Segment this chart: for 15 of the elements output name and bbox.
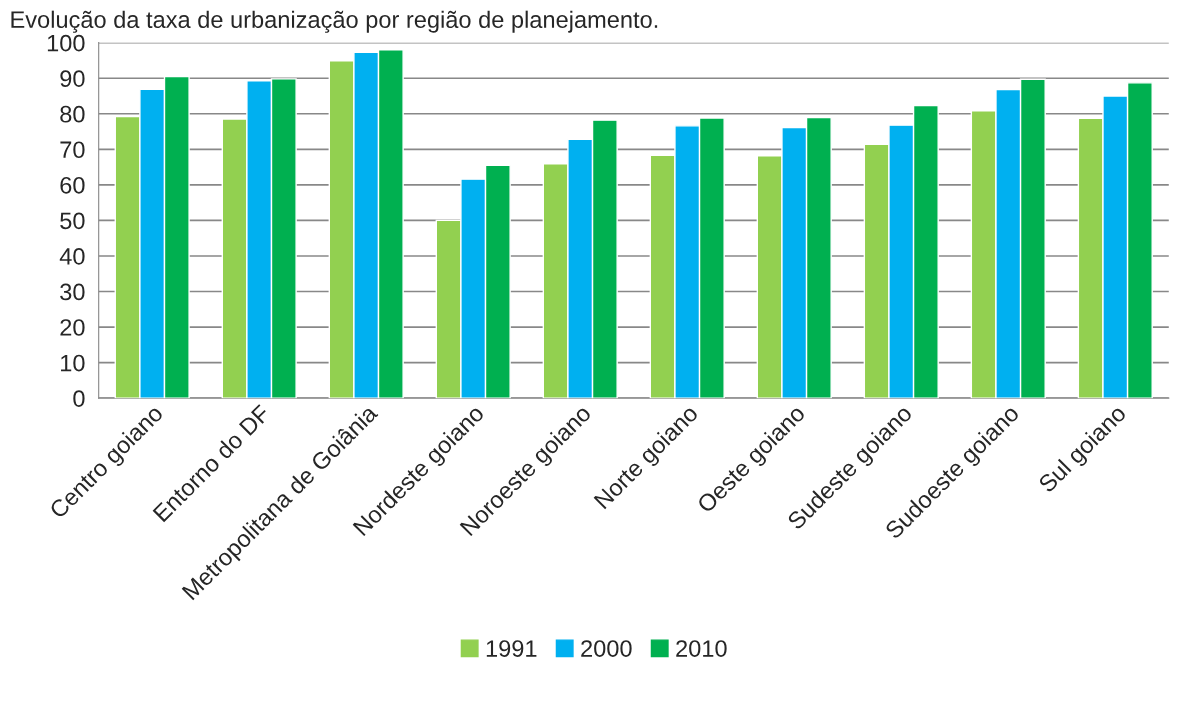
y-tick-label: 40 <box>59 248 85 265</box>
y-tick-label: 50 <box>60 212 85 230</box>
y-tick-label: 20 <box>60 319 85 336</box>
y-tick-label: 80 <box>60 105 85 123</box>
y-tick-label: 0 <box>73 390 85 407</box>
y-tick-label: 30 <box>60 283 85 301</box>
y-tick-label: 60 <box>60 176 85 194</box>
legend-label: 2000 <box>581 640 632 657</box>
legend-label: 1991 <box>486 640 537 657</box>
y-tick-label: 90 <box>60 70 85 87</box>
legend-label: 2010 <box>676 640 727 657</box>
chart-title: Evolução da taxa de urbanização por região de planejamento. <box>11 10 658 33</box>
y-tick-label: 100 <box>47 34 85 52</box>
y-tick-label: 70 <box>60 141 85 159</box>
y-tick-label: 10 <box>61 354 85 372</box>
